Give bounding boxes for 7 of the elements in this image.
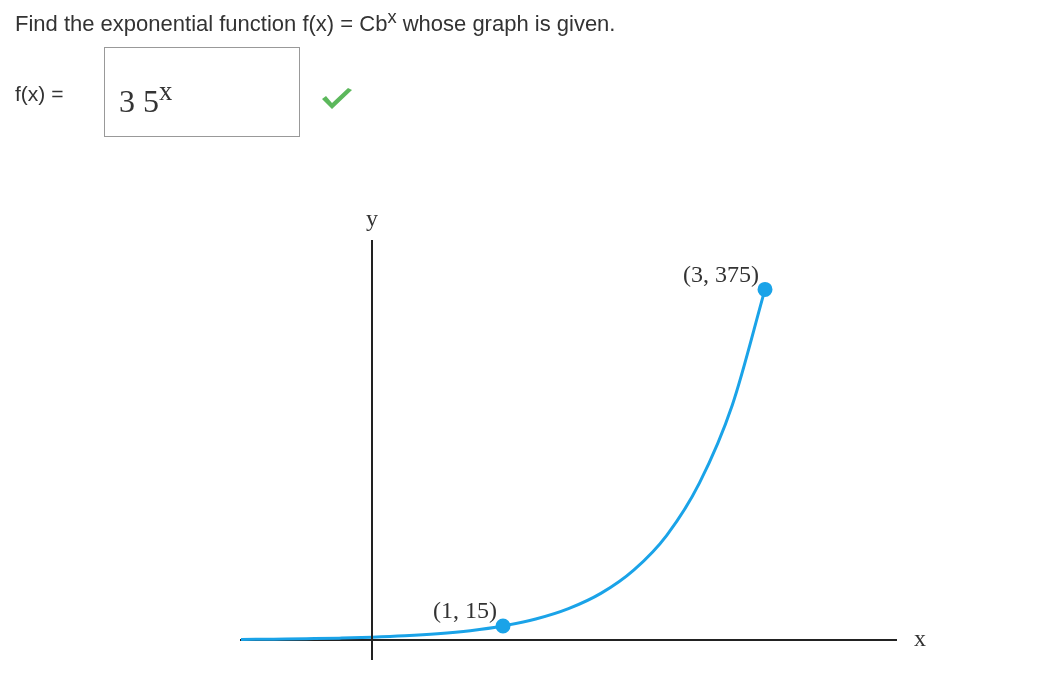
y-axis-title: y <box>366 205 378 232</box>
text: 3 5$^{x}$ <box>104 47 300 137</box>
text: f(x) = <box>15 82 64 106</box>
data-label: (1, 15) <box>433 597 497 624</box>
data-label: (3, 375) <box>683 260 759 287</box>
chart-title: Find the exponential function f(x) = Cb$^{x}$ whose graph is given. <box>15 6 616 38</box>
x-axis-title: x <box>914 625 926 652</box>
